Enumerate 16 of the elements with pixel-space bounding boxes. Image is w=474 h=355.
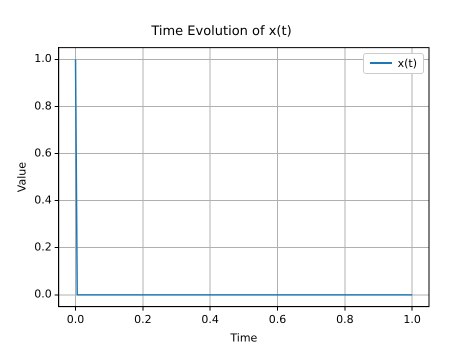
x-tick-label: 0.6 [268, 313, 286, 326]
y-axis-title: Value [15, 162, 28, 192]
y-tick-label: 1.0 [34, 52, 52, 66]
y-tick-label: 0.4 [34, 194, 52, 207]
legend-label: x(t) [398, 56, 417, 70]
x-tick-label: 0.0 [66, 313, 84, 326]
y-tick-label: 0.2 [34, 240, 52, 254]
chart-title: Time Evolution of x(t) [150, 24, 292, 40]
x-tick-label: 0.8 [336, 313, 354, 326]
x-tick-label: 1.0 [403, 313, 421, 326]
y-tick-label: 0.6 [34, 146, 52, 160]
x-tick-label: 0.4 [201, 313, 219, 326]
x-tick-label: 0.2 [134, 313, 152, 326]
x-axis-title: Time [229, 331, 258, 344]
y-tick-label: 0.8 [34, 99, 52, 112]
y-tick-label: 0.0 [34, 288, 52, 301]
